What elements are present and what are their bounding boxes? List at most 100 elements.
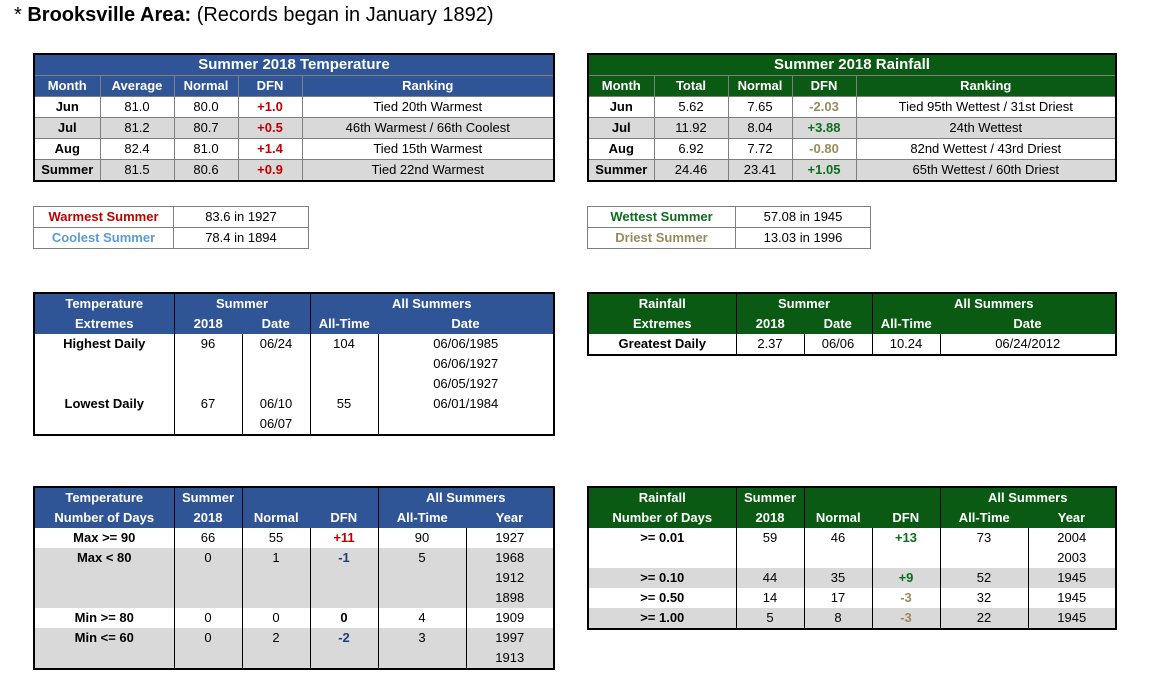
header-all-summers: All Summers: [871, 293, 1116, 314]
table-row: Summer 81.5 80.6 +0.9 Tied 22nd Warmest: [33, 159, 555, 182]
ranking-cell: 24th Wettest: [855, 117, 1117, 139]
header-normal: Normal: [241, 508, 310, 528]
temperature-summary-table: Summer 2018 Temperature Month Average No…: [33, 53, 555, 182]
header-2018: 2018: [735, 314, 804, 334]
max80-all-time: 5: [377, 548, 466, 568]
table-row: 06/05/1927: [34, 374, 554, 394]
dfn-cell: +3.88: [791, 117, 857, 139]
header-all-time: All-Time: [871, 314, 940, 334]
max90-value: 66: [173, 528, 242, 548]
rainfall-days-table: Rainfall Summer All Summers Number of Da…: [587, 486, 1117, 630]
ranking-cell: 65th Wettest / 60th Driest: [855, 159, 1117, 182]
driest-summer-label: Driest Summer: [587, 227, 736, 249]
table-row: Greatest Daily 2.37 06/06 10.24 06/24/20…: [588, 334, 1116, 355]
header-rainfall: Rainfall: [588, 293, 736, 314]
r010-all-time: 52: [939, 568, 1028, 588]
r050-normal: 17: [803, 588, 872, 608]
table-row: Lowest Daily 67 06/10 55 06/01/1984: [34, 394, 554, 414]
r100-dfn: -3: [871, 608, 940, 629]
highest-all-date: 06/05/1927: [377, 374, 554, 394]
month-cell: Summer: [587, 159, 655, 182]
max80-label: Max < 80: [34, 548, 174, 568]
table-row: >= 0.01 59 46 +13 73 2004: [588, 528, 1116, 548]
average-cell: 81.5: [99, 159, 175, 182]
lowest-date: 06/07: [241, 414, 310, 435]
header-normal: Normal: [803, 508, 872, 528]
dfn-cell: +0.5: [237, 117, 303, 139]
table-row: 06/06/1927: [34, 354, 554, 374]
normal-cell: 80.7: [173, 117, 239, 139]
normal-cell: 7.65: [727, 96, 793, 118]
table-row: Jul 81.2 80.7 +0.5 46th Warmest / 66th C…: [33, 117, 555, 139]
header-dfn: DFN: [872, 508, 940, 528]
area-name: Brooksville Area:: [27, 4, 192, 26]
normal-cell: 80.6: [173, 159, 239, 182]
ranking-cell: Tied 22nd Warmest: [301, 159, 555, 182]
header-year: Year: [466, 508, 554, 528]
month-cell: Jul: [587, 117, 655, 139]
r100-year: 1945: [1027, 608, 1116, 629]
driest-summer-value: 13.03 in 1996: [735, 227, 871, 249]
col-dfn: DFN: [237, 75, 303, 97]
table-row: Summer 24.46 23.41 +1.05 65th Wettest / …: [587, 159, 1117, 182]
min80-normal: 0: [241, 608, 310, 628]
header-date: Date: [804, 314, 872, 334]
header-date: Date: [242, 314, 310, 334]
lowest-value: 67: [173, 394, 242, 414]
table-title: Summer 2018 Rainfall: [587, 53, 1117, 76]
header-all-summers: All Summers: [309, 293, 554, 314]
average-cell: 81.0: [99, 96, 175, 118]
r001-normal: 46: [803, 528, 872, 548]
ranking-cell: Tied 15th Warmest: [301, 138, 555, 160]
r010-normal: 35: [803, 568, 872, 588]
wettest-summer-value: 57.08 in 1945: [735, 206, 871, 228]
max90-normal: 55: [241, 528, 310, 548]
min80-all-time: 4: [377, 608, 466, 628]
highest-date: 06/24: [241, 334, 310, 354]
max90-year: 1927: [465, 528, 554, 548]
col-month: Month: [33, 75, 101, 97]
highest-value: 96: [173, 334, 242, 354]
table-row: 2003: [588, 548, 1116, 568]
dfn-cell: +0.9: [237, 159, 303, 182]
r001-year: 2004: [1027, 528, 1116, 548]
r001-year: 2003: [1027, 548, 1116, 568]
max90-label: Max >= 90: [73, 530, 136, 545]
r001-label: >= 0.01: [640, 530, 685, 545]
normal-cell: 7.72: [727, 138, 793, 160]
col-dfn: DFN: [791, 75, 857, 97]
lowest-daily-label: Lowest Daily: [64, 396, 144, 411]
dfn-cell: +1.05: [791, 159, 857, 182]
table-row: 06/07: [34, 414, 554, 435]
header-extremes: Extremes: [588, 314, 736, 334]
greatest-all-date: 06/24/2012: [939, 334, 1116, 355]
col-normal: Normal: [727, 75, 793, 97]
header-all-date: Date: [940, 314, 1116, 334]
lowest-date: 06/10: [241, 394, 310, 414]
table-row: Aug 82.4 81.0 +1.4 Tied 15th Warmest: [33, 138, 555, 160]
table-row: 1912: [34, 568, 554, 588]
max90-dfn: +11: [309, 528, 378, 548]
greatest-daily-label: Greatest Daily: [618, 336, 706, 351]
r100-value: 5: [735, 608, 804, 629]
min80-year: 1909: [465, 608, 554, 628]
table-row: Aug 6.92 7.72 -0.80 82nd Wettest / 43rd …: [587, 138, 1117, 160]
ranking-cell: 82nd Wettest / 43rd Driest: [855, 138, 1117, 160]
table-title: Summer 2018 Temperature: [33, 53, 555, 76]
col-normal: Normal: [173, 75, 239, 97]
min80-label: Min >= 80: [74, 610, 134, 625]
header-summer: Summer: [173, 293, 310, 314]
max80-year: 1898: [465, 588, 554, 608]
min60-label: Min <= 60: [34, 628, 174, 648]
ranking-cell: Tied 95th Wettest / 31st Driest: [855, 96, 1117, 118]
header-dfn: DFN: [310, 508, 378, 528]
average-cell: 82.4: [99, 138, 175, 160]
r050-year: 1945: [1027, 588, 1116, 608]
table-row: Highest Daily 96 06/24 104 06/06/1985: [34, 334, 554, 354]
table-row: Jun 5.62 7.65 -2.03 Tied 95th Wettest / …: [587, 96, 1117, 118]
table-row: Driest Summer 13.03 in 1996: [587, 227, 871, 249]
header-rainfall: Rainfall: [588, 487, 736, 508]
table-row: Max >= 90 66 55 +11 90 1927: [34, 528, 554, 548]
table-row: Jul 11.92 8.04 +3.88 24th Wettest: [587, 117, 1117, 139]
header-all-time: All-Time: [377, 508, 466, 528]
